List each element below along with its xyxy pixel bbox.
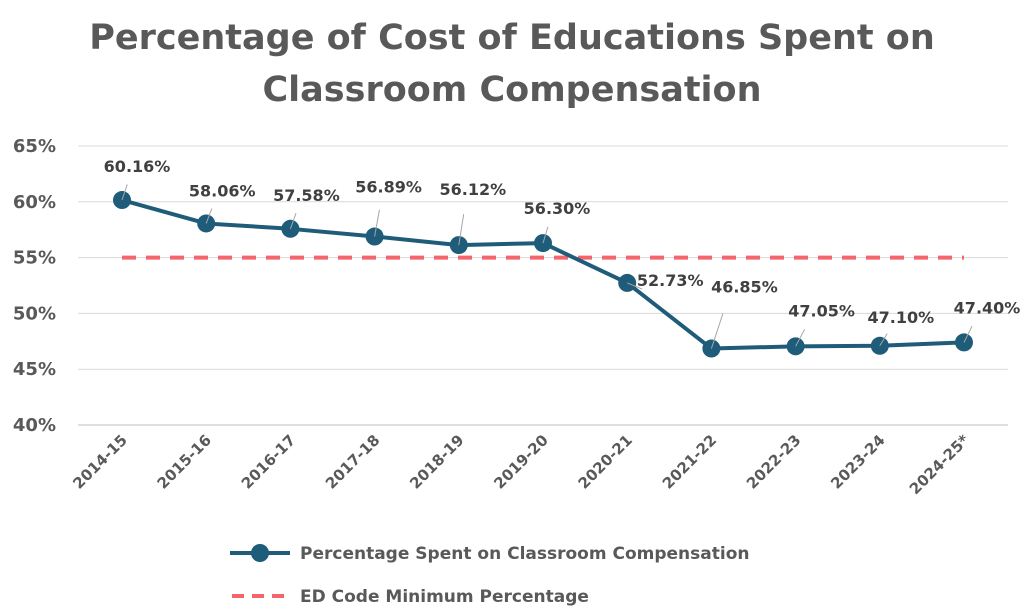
x-tick-label: 2023-24 [827, 431, 888, 492]
data-label-leader [542, 226, 549, 244]
data-label: 52.73% [637, 271, 704, 290]
data-labels: 60.16% 58.06% 57.58% 56.89% 56.12% 56.30% 52.7… [104, 157, 1021, 349]
data-label: 56.12% [439, 180, 506, 199]
data-label-leader [121, 184, 128, 201]
x-tick-label: 2014-15 [69, 431, 130, 492]
data-label-leader [289, 213, 297, 229]
x-tick-label: 2019-20 [490, 431, 551, 492]
data-label: 58.06% [189, 181, 256, 200]
x-tick-label: 2024-25* [906, 431, 973, 498]
data-label: 47.05% [788, 301, 855, 320]
data-label-leader [627, 282, 643, 290]
y-tick-label: 60% [13, 192, 56, 213]
data-label: 56.30% [524, 199, 591, 218]
data-label: 47.10% [867, 308, 934, 327]
y-tick-label: 45% [13, 359, 56, 380]
legend-marker-classroom-compensation [251, 544, 269, 562]
data-label-leader [963, 325, 973, 343]
y-tick-label: 50% [13, 303, 56, 324]
x-tick-label: 2021-22 [659, 431, 720, 492]
y-axis: 40% 45% 50% 55% 60% 65% [13, 136, 56, 436]
data-label: 60.16% [104, 157, 171, 176]
data-label: 57.58% [273, 186, 340, 205]
legend-label-classroom-compensation: Percentage Spent on Classroom Compensati… [300, 544, 749, 564]
x-tick-label: 2022-23 [743, 431, 804, 492]
series-line-classroom-compensation [121, 198, 965, 351]
legend-label-ed-code-minimum: ED Code Minimum Percentage [300, 587, 589, 607]
x-tick-label: 2016-17 [238, 431, 299, 492]
data-label: 47.40% [954, 298, 1021, 317]
x-tick-label: 2018-19 [406, 431, 467, 492]
legend: Percentage Spent on Classroom Compensati… [230, 544, 749, 607]
data-label-leader [205, 208, 213, 224]
x-axis: 2014-15 2015-16 2016-17 2017-18 2018-19 2019-… [69, 431, 973, 498]
y-tick-label: 40% [13, 415, 56, 436]
data-label-leader [458, 214, 465, 246]
data-label-leader [879, 333, 888, 347]
x-tick-label: 2017-18 [322, 431, 383, 492]
data-label: 56.89% [355, 178, 422, 197]
y-tick-label: 55% [13, 248, 56, 269]
data-label-leader [374, 209, 380, 237]
data-label-leader [710, 313, 724, 349]
y-tick-label: 65% [13, 136, 56, 157]
data-label-leader [795, 329, 806, 347]
chart-title: Percentage of Cost of Educations Spent o… [89, 18, 935, 110]
x-tick-label: 2020-21 [575, 431, 636, 492]
x-tick-label: 2015-16 [154, 431, 215, 492]
data-label: 46.85% [711, 278, 778, 297]
